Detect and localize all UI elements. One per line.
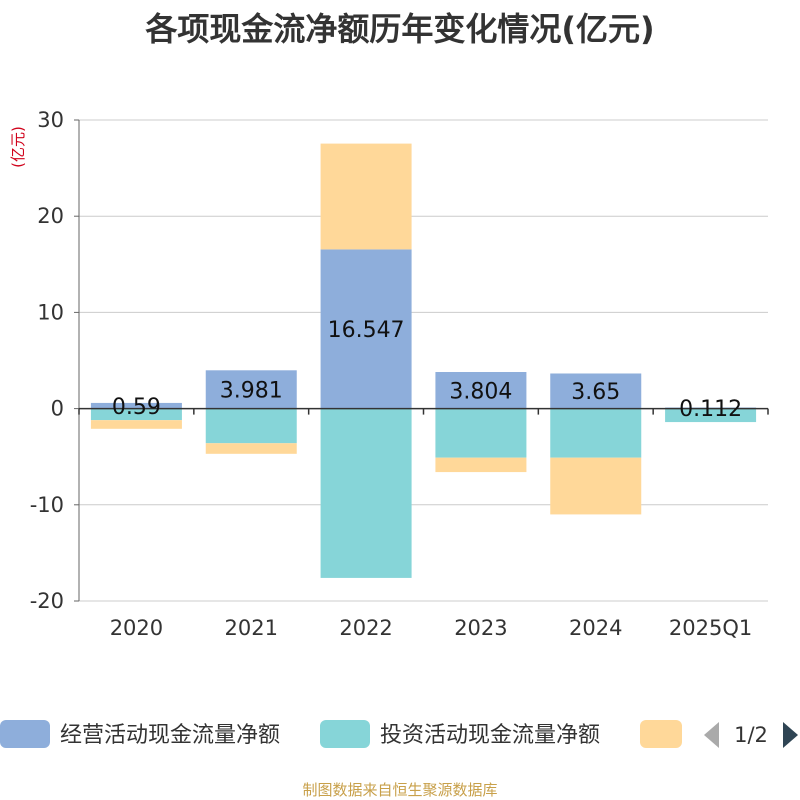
y-tick-label: 20: [37, 204, 64, 228]
y-tick-label: 30: [37, 108, 64, 132]
legend: 经营活动现金流量净额 投资活动现金流量净额 1/2: [0, 720, 798, 748]
grid-lines: [79, 119, 768, 602]
bar-series-2-2025Q1: [665, 408, 757, 423]
chart-title: 各项现金流净额历年变化情况(亿元): [145, 10, 655, 48]
bar-series-1-2022: [320, 249, 412, 409]
bar-series-2-2023: [435, 408, 527, 458]
y-axis-unit-label: (亿元): [9, 126, 27, 168]
y-tick-label: -10: [30, 493, 64, 517]
legend-label-1: 经营活动现金流量净额: [60, 723, 280, 748]
bar-series-3-2023: [435, 457, 527, 473]
axes: -20 -10 0 10 20 30 (亿元) 2020 2021 2022 2023 2024 202…: [9, 108, 769, 640]
bar-series-2-2022: [320, 408, 412, 578]
x-tick-label: 2023: [454, 616, 507, 640]
legend-swatch-3: [640, 720, 682, 748]
bar-series-1-2021: [205, 370, 297, 409]
bar-series-3-2021: [205, 443, 297, 454]
x-tick-label: 2024: [569, 616, 622, 640]
bars: [90, 143, 757, 578]
source-note: 制图数据来自恒生聚源数据库: [302, 781, 498, 799]
bar-series-1-2023: [435, 372, 527, 409]
data-label: 3.65: [571, 380, 620, 405]
legend-swatch-2: [320, 720, 370, 748]
legend-prev-arrow-icon[interactable]: [704, 722, 719, 748]
y-tick-label: -20: [30, 589, 64, 613]
y-tick-label: 0: [51, 397, 64, 421]
bar-series-3-2024: [550, 457, 642, 515]
bar-series-2-2024: [550, 408, 642, 458]
bar-series-1-2024: [550, 373, 642, 409]
data-label: 0.112: [679, 397, 742, 422]
legend-page-indicator: 1/2: [734, 723, 768, 747]
x-tick-label: 2021: [225, 616, 278, 640]
bar-series-2-2020: [90, 408, 182, 421]
legend-next-arrow-icon[interactable]: [783, 722, 798, 748]
bar-series-1-2020: [90, 402, 182, 409]
data-label: 3.804: [449, 379, 512, 404]
data-label: 16.547: [328, 318, 405, 343]
x-tick-label: 2022: [339, 616, 392, 640]
legend-swatch-1: [0, 720, 50, 748]
data-label: 0.59: [112, 395, 161, 420]
data-labels: 0.59 3.981 16.547 3.804 3.65 0.112: [112, 318, 742, 422]
bar-series-2-2021: [205, 408, 297, 444]
bar-series-3-2022: [320, 143, 412, 250]
x-tick-label: 2025Q1: [669, 616, 752, 640]
data-label: 3.981: [220, 378, 283, 403]
y-tick-label: 10: [37, 300, 64, 324]
legend-label-2: 投资活动现金流量净额: [380, 723, 600, 748]
x-tick-label: 2020: [110, 616, 163, 640]
bar-series-3-2020: [90, 420, 182, 429]
